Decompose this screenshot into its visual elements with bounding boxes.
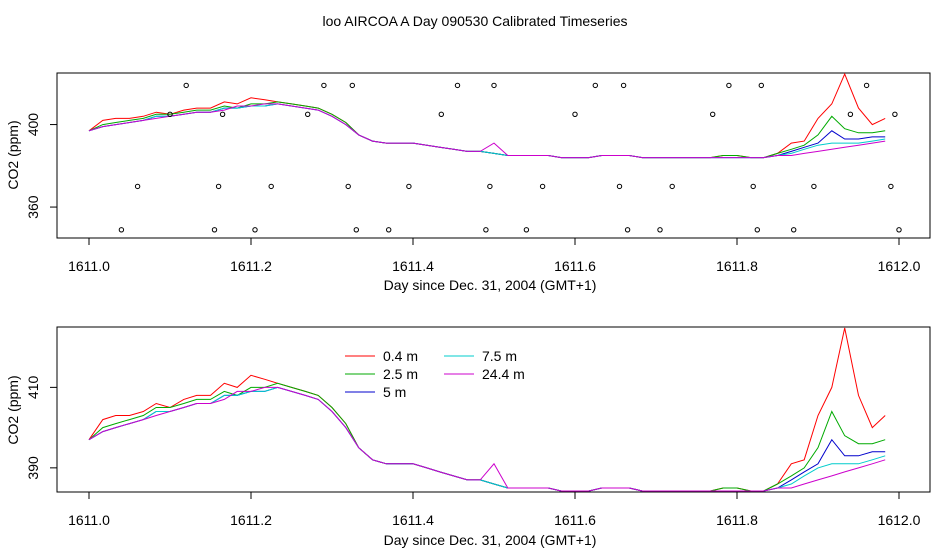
marker-point (386, 227, 392, 233)
marker-point (215, 183, 222, 190)
marker-point (750, 183, 756, 190)
x-tick-label: 1611.6 (554, 512, 596, 528)
marker-point (349, 82, 355, 89)
series-line-4 (88, 386, 886, 492)
panel-top: 1611.0 1611.2 1611.4 1611.6 1611.8 1612.0 360… (5, 72, 931, 293)
marker-point (758, 82, 764, 89)
marker-point (539, 183, 546, 190)
marker-point (211, 227, 218, 233)
marker-point (491, 82, 497, 89)
y-tick-label: 410 (25, 376, 41, 400)
marker-point (624, 227, 631, 233)
marker-point (523, 227, 530, 233)
x-tick-label: 1611.0 (68, 258, 110, 274)
marker-point (657, 227, 663, 233)
marker-point (268, 183, 274, 190)
series-line-1 (88, 72, 886, 159)
marker-point (620, 82, 627, 89)
series-line-2 (88, 382, 886, 492)
x-axis-label-top: Day since Dec. 31, 2004 (GMT+1) (384, 277, 597, 293)
x-tick-label: 1611.8 (716, 512, 758, 528)
marker-point (669, 183, 675, 190)
legend: 0.4 m 2.5 m 5 m 7.5 m 24.4 m (345, 348, 525, 400)
marker-point (487, 183, 493, 190)
marker-point (811, 183, 817, 190)
marker-point (118, 227, 125, 233)
marker-point (572, 111, 578, 118)
marker-point (896, 227, 902, 233)
marker-point (847, 111, 854, 118)
x-tick-label: 1611.2 (230, 512, 272, 528)
marker-point (483, 227, 489, 233)
legend-label-4: 7.5 m (482, 348, 517, 364)
x-tick-label: 1611.4 (392, 258, 434, 274)
y-tick-label: 360 (25, 195, 41, 219)
marker-point (592, 82, 598, 89)
y-tick-label: 400 (25, 113, 41, 137)
marker-point (892, 111, 898, 118)
marker-point (406, 183, 412, 190)
marker-point (454, 82, 461, 89)
x-tick-label: 1612.0 (878, 258, 921, 274)
marker-point (726, 82, 732, 89)
marker-point (616, 183, 623, 190)
marker-point (321, 82, 327, 89)
x-tick-label: 1611.6 (554, 258, 596, 274)
legend-label-5: 24.4 m (482, 366, 525, 382)
y-axis-label-top: CO2 (ppm) (5, 120, 21, 189)
legend-label-3: 5 m (383, 384, 406, 400)
x-axis-label-bottom: Day since Dec. 31, 2004 (GMT+1) (384, 532, 597, 548)
marker-point (345, 183, 351, 190)
series-line-3 (88, 386, 886, 492)
chart-title: loo AIRCOA A Day 090530 Calibrated Times… (322, 13, 627, 29)
panel-bottom-frame (56, 326, 931, 493)
marker-point (754, 227, 760, 233)
series-line-2 (88, 101, 886, 159)
marker-point (219, 111, 226, 118)
panel-top-frame (56, 72, 931, 239)
y-axis-label-bottom: CO2 (ppm) (5, 375, 21, 444)
marker-point (353, 227, 359, 233)
legend-label-2: 2.5 m (383, 366, 418, 382)
marker-point (710, 111, 716, 118)
marker-point (252, 227, 258, 233)
marker-point (305, 111, 311, 118)
x-tick-label: 1611.8 (716, 258, 758, 274)
marker-point (863, 82, 870, 89)
legend-label-1: 0.4 m (383, 348, 418, 364)
marker-point (791, 227, 797, 233)
panel-bottom: 1611.0 1611.2 1611.4 1611.6 1611.8 1612.0 390… (5, 326, 931, 548)
marker-point (183, 82, 189, 89)
marker-point (134, 183, 141, 190)
y-tick-label: 390 (25, 456, 41, 480)
x-tick-label: 1611.2 (230, 258, 272, 274)
series-line-5 (88, 386, 886, 492)
marker-point (167, 111, 173, 118)
series-line-5 (88, 103, 886, 159)
x-tick-label: 1611.0 (68, 512, 110, 528)
x-tick-label: 1612.0 (878, 512, 921, 528)
x-tick-label: 1611.4 (392, 512, 434, 528)
marker-point (888, 183, 894, 190)
marker-point (438, 111, 444, 118)
